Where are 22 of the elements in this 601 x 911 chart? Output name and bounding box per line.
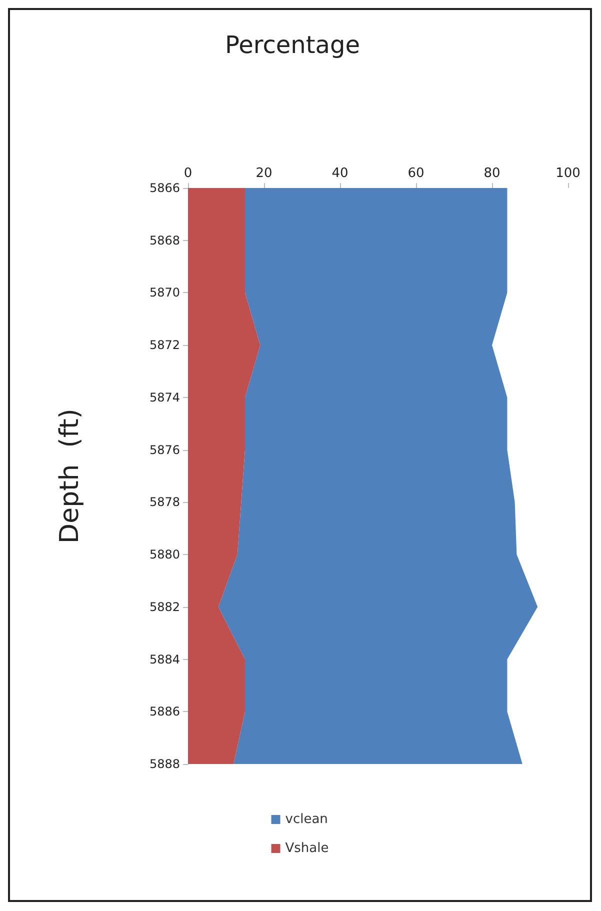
y-tick-label: 5884	[149, 652, 180, 666]
legend-label: Vshale	[285, 841, 329, 856]
y-axis-title: Depth (ft)	[55, 408, 85, 544]
y-tick-label: 5868	[149, 233, 180, 248]
y-tick-label: 5870	[149, 286, 180, 300]
y-tick-label: 5876	[149, 442, 180, 457]
y-tick-label: 5866	[149, 181, 180, 195]
x-tick-label: 60	[408, 166, 424, 181]
chart-title: Percentage	[225, 31, 360, 59]
x-tick-label: 20	[256, 166, 272, 181]
legend-label: vclean	[285, 812, 328, 827]
y-tick-label: 5874	[149, 390, 180, 404]
y-tick-label: 5872	[149, 338, 180, 352]
y-tick-label: 5888	[149, 757, 180, 771]
y-tick-label: 5880	[149, 548, 180, 562]
y-tick-label: 5886	[149, 704, 180, 719]
x-tick-label: 40	[332, 166, 348, 181]
y-tick-label: 5878	[149, 495, 180, 510]
x-tick-label: 80	[484, 166, 500, 181]
x-tick-label: 100	[556, 166, 580, 181]
y-tick-label: 5882	[149, 600, 180, 614]
x-tick-label: 0	[184, 166, 192, 181]
